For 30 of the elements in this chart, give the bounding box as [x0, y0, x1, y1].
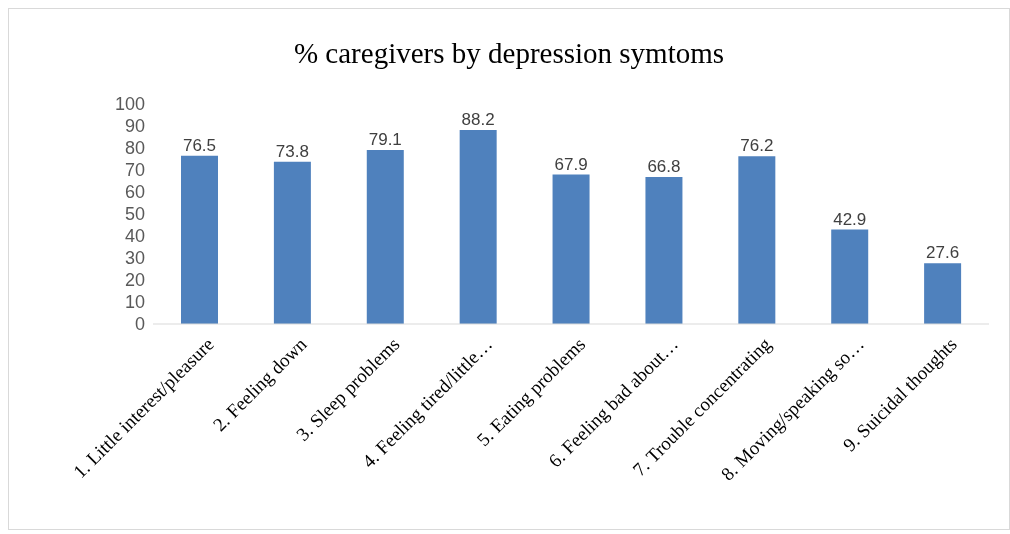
data-label: 88.2 — [461, 109, 495, 129]
data-label: 76.2 — [740, 136, 774, 156]
bar — [459, 129, 497, 324]
y-tick-label: 0 — [134, 314, 145, 335]
bar — [924, 263, 962, 324]
y-tick-label: 80 — [124, 138, 145, 159]
y-tick-label: 10 — [124, 292, 145, 313]
data-label: 79.1 — [368, 129, 402, 149]
data-label: 73.8 — [275, 141, 309, 161]
y-tick-label: 20 — [124, 270, 145, 291]
bar — [181, 155, 218, 324]
bar — [552, 174, 590, 324]
bar — [366, 149, 404, 324]
bar — [273, 161, 311, 324]
y-tick-label: 70 — [124, 160, 145, 181]
data-label: 27.6 — [926, 243, 960, 263]
data-label: 67.9 — [554, 154, 588, 174]
y-tick-label: 90 — [124, 116, 145, 137]
data-label: 76.5 — [182, 135, 217, 155]
data-label: 42.9 — [833, 209, 867, 229]
chart-title: % caregivers by depression symtoms — [292, 37, 726, 70]
y-tick-label: 50 — [124, 204, 145, 225]
y-tick-label: 30 — [124, 248, 145, 269]
bar — [831, 229, 869, 324]
y-tick-label: 60 — [124, 182, 145, 203]
data-label: 66.8 — [647, 157, 681, 177]
y-tick-label: 40 — [124, 226, 145, 247]
y-tick-label: 100 — [114, 94, 145, 115]
bar — [738, 156, 776, 324]
bar — [645, 177, 683, 324]
